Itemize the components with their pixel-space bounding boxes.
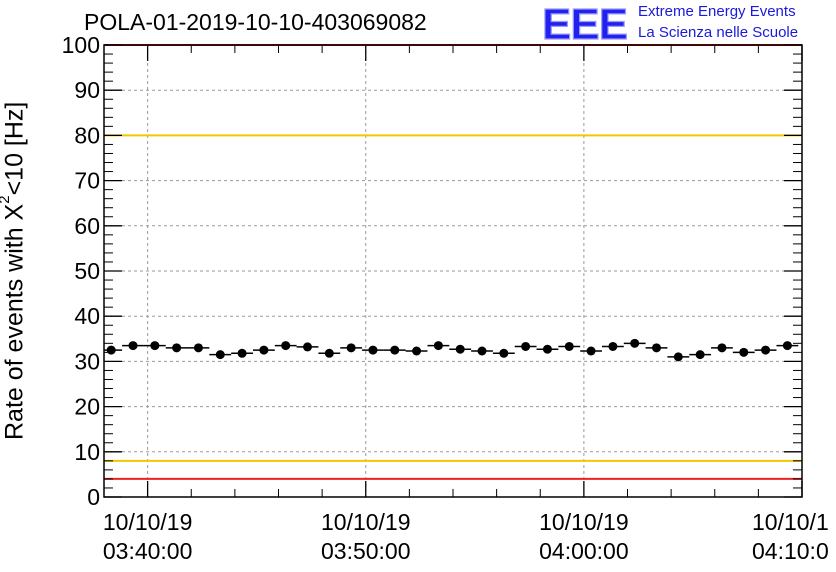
data-point (128, 341, 138, 351)
y-tick-label: 80 (74, 122, 100, 148)
chart-title: POLA-01-2019-10-10-403069082 (84, 9, 427, 35)
data-point (761, 345, 771, 355)
data-point (695, 350, 705, 360)
axis-ticks (103, 44, 803, 498)
data-point (739, 347, 749, 357)
data-point (782, 341, 792, 351)
x-tick-date-label: 10/10/19 (539, 509, 629, 535)
data-point (346, 343, 356, 353)
data-point (324, 348, 334, 358)
data-point (433, 341, 443, 351)
y-axis-label: Rate of events with X2<10 [Hz] (0, 102, 29, 440)
data-point (521, 341, 531, 351)
data-point (150, 341, 160, 351)
data-points (104, 338, 799, 362)
data-point (368, 345, 378, 355)
data-point (608, 341, 618, 351)
y-tick-label: 10 (74, 439, 100, 465)
data-point (390, 345, 400, 355)
x-tick-time-label: 04:00:00 (539, 538, 629, 564)
y-tick-label: 100 (62, 32, 100, 58)
data-point (106, 345, 116, 355)
x-tick-date-label: 10/10/1 (752, 509, 829, 535)
y-tick-label: 0 (87, 484, 100, 510)
y-tick-labels: 0 10 20 30 40 50 60 70 80 90 100 (62, 32, 100, 510)
y-tick-label: 50 (74, 258, 100, 284)
y-tick-label: 70 (74, 168, 100, 194)
data-point (215, 350, 225, 360)
data-point (303, 342, 313, 352)
data-point (237, 348, 247, 358)
y-tick-label: 20 (74, 394, 100, 420)
data-point (717, 343, 727, 353)
eee-logo: EEE (541, 2, 628, 44)
data-point (499, 348, 509, 358)
x-tick-time-label: 03:50:00 (321, 538, 411, 564)
x-tick-time-label: 04:10:0 (752, 538, 829, 564)
data-point (586, 346, 596, 356)
data-point (564, 341, 574, 351)
x-tick-date-label: 10/10/19 (103, 509, 193, 535)
data-point (412, 346, 422, 356)
logo-letters: EEE (542, 2, 627, 44)
y-tick-label: 30 (74, 348, 100, 374)
x-tick-time-label: 03:40:00 (103, 538, 193, 564)
data-point (673, 352, 683, 362)
grid-lines (104, 45, 802, 497)
data-point (281, 341, 291, 351)
reference-lines (104, 44, 802, 480)
y-tick-label: 40 (74, 303, 100, 329)
data-point (455, 344, 465, 354)
x-tick-labels: 10/10/19 03:40:00 10/10/19 03:50:00 10/10/19… (103, 509, 829, 564)
y-axis-label-tail: <10 [Hz] (0, 101, 29, 196)
data-point (193, 343, 203, 353)
data-point (542, 344, 552, 354)
y-tick-label: 90 (74, 77, 100, 103)
data-point (172, 343, 182, 353)
logo-line-1: Extreme Energy Events (638, 3, 796, 20)
data-point (652, 343, 662, 353)
data-point (630, 338, 640, 348)
data-point (477, 346, 487, 356)
y-tick-label: 60 (74, 213, 100, 239)
y-axis-label-main: Rate of events with X (0, 203, 29, 440)
data-point (259, 345, 269, 355)
logo-line-2: La Scienza nelle Scuole (638, 24, 799, 41)
y-axis-label-sup: 2 (0, 195, 13, 203)
x-tick-date-label: 10/10/19 (321, 509, 411, 535)
